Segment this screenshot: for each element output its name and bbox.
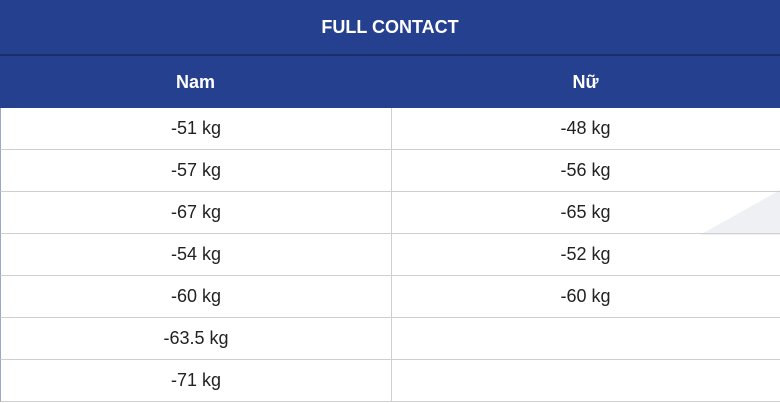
table-cell: -60 kg xyxy=(0,276,392,318)
table-cell: -54 kg xyxy=(0,234,392,276)
table-cell: -57 kg xyxy=(0,150,392,192)
table-cell: -67 kg xyxy=(0,192,392,234)
column-header: Nam xyxy=(0,56,391,108)
table-cell: -51 kg xyxy=(0,108,392,150)
table-title: FULL CONTACT xyxy=(0,0,780,56)
table-cell: -60 kg xyxy=(391,276,780,318)
table-cell: -65 kg xyxy=(391,192,780,234)
empty-cell xyxy=(391,360,780,402)
decoration xyxy=(700,190,780,235)
table-cell: -71 kg xyxy=(0,360,392,402)
column-header: Nữ xyxy=(391,56,780,108)
table-cell: -56 kg xyxy=(391,150,780,192)
empty-cell xyxy=(391,318,780,360)
table-cell: -63.5 kg xyxy=(0,318,392,360)
table-cell: -52 kg xyxy=(391,234,780,276)
table-cell: -48 kg xyxy=(391,108,780,150)
